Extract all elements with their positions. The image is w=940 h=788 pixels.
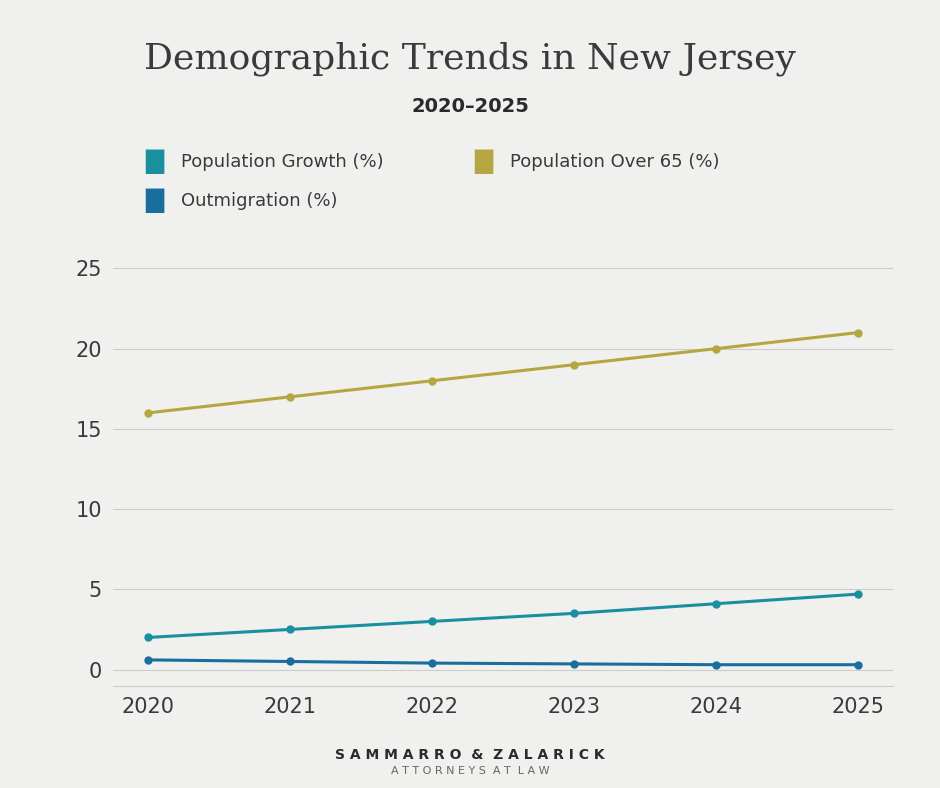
Text: █: █ — [146, 149, 164, 174]
Text: Outmigration (%): Outmigration (%) — [181, 192, 337, 210]
Text: A T T O R N E Y S  A T  L A W: A T T O R N E Y S A T L A W — [391, 766, 549, 775]
Text: Demographic Trends in New Jersey: Demographic Trends in New Jersey — [144, 42, 796, 76]
Text: Population Growth (%): Population Growth (%) — [181, 153, 384, 170]
Text: Population Over 65 (%): Population Over 65 (%) — [510, 153, 720, 170]
Text: S A M M A R R O  &  Z A L A R I C K: S A M M A R R O & Z A L A R I C K — [336, 748, 604, 762]
Text: █: █ — [475, 149, 493, 174]
Text: 2020–2025: 2020–2025 — [411, 97, 529, 116]
Text: █: █ — [146, 188, 164, 214]
